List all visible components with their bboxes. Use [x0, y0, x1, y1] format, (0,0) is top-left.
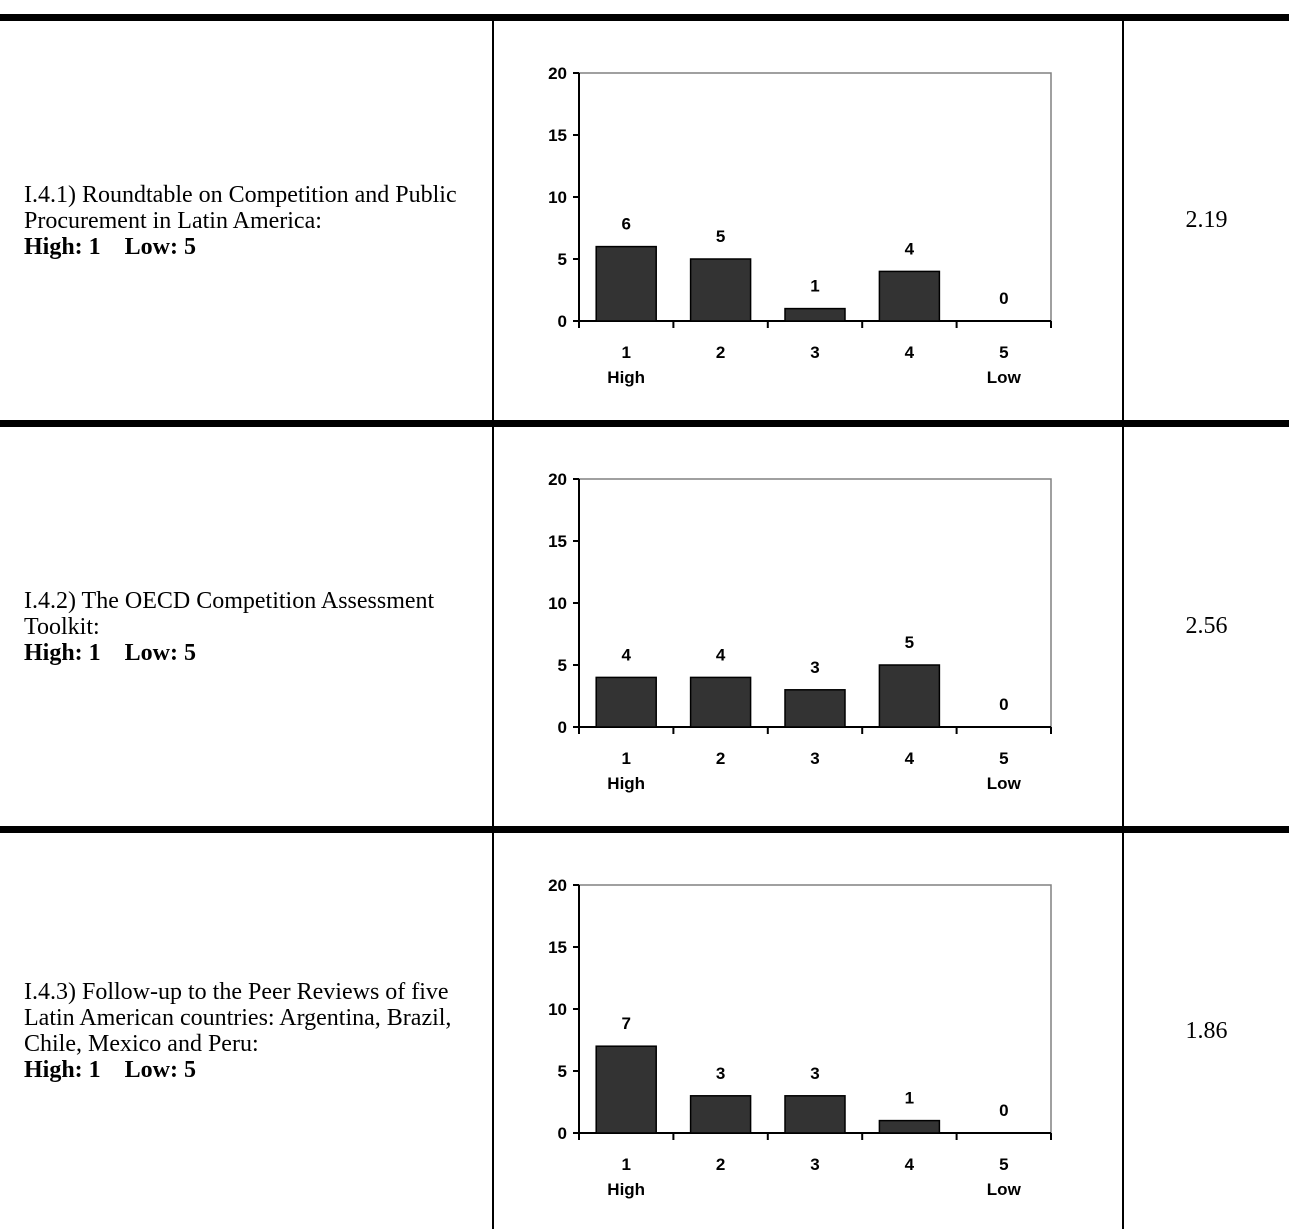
x-tick-sublabel: High — [607, 368, 645, 387]
rating-bar-chart: 0 5 10 15 20 6 1 High 5 2 1 3 4 4 0 5 Low — [548, 64, 1052, 387]
data-label: 4 — [716, 645, 726, 664]
bar — [878, 664, 941, 728]
data-label: 4 — [905, 239, 915, 258]
data-label: 1 — [810, 277, 819, 296]
data-label: 6 — [621, 215, 630, 234]
data-label: 0 — [999, 695, 1008, 714]
y-tick-label: 10 — [548, 1000, 567, 1019]
bar — [784, 689, 846, 728]
scale-legend: High: 1 Low: 5 — [24, 639, 197, 666]
item-title: I.4.1) Roundtable on Competition and Pub… — [24, 181, 457, 234]
data-label: 3 — [810, 1064, 819, 1083]
plot-frame — [579, 72, 1052, 321]
item-title: I.4.3) Follow-up to the Peer Reviews of … — [24, 979, 452, 1057]
item-title: I.4.2) The OECD Competition Assessment T… — [24, 587, 435, 640]
y-tick-label: 5 — [558, 1062, 567, 1081]
data-label: 0 — [999, 1101, 1008, 1120]
x-tick-label: 2 — [716, 343, 725, 362]
y-tick-label: 15 — [548, 126, 567, 145]
data-label: 5 — [905, 633, 914, 652]
y-tick-label: 20 — [548, 64, 567, 83]
data-label: 1 — [905, 1089, 914, 1108]
bar — [689, 1095, 752, 1134]
y-tick-label: 0 — [558, 718, 567, 737]
x-tick-sublabel: Low — [987, 1180, 1022, 1199]
x-tick-label: 4 — [905, 1155, 915, 1174]
y-tick-label: 0 — [558, 312, 567, 331]
x-tick-sublabel: Low — [987, 774, 1022, 793]
scale-legend: High: 1 Low: 5 — [24, 1057, 197, 1083]
table-column-rule — [492, 21, 494, 1229]
item-description: I.4.1) Roundtable on Competition and Pub… — [24, 21, 484, 420]
table-top-rule — [0, 14, 1289, 21]
x-tick-label: 1 — [621, 1155, 630, 1174]
x-tick-label: 4 — [905, 343, 915, 362]
data-label: 3 — [716, 1064, 725, 1083]
bar — [878, 1119, 941, 1134]
rating-bar-chart: 0 5 10 15 20 4 1 High 4 2 3 3 5 4 0 5 Low — [548, 470, 1052, 793]
plot-frame — [579, 884, 1052, 1133]
y-tick-label: 5 — [558, 250, 567, 269]
x-tick-label: 5 — [999, 1155, 1008, 1174]
x-tick-label: 3 — [810, 343, 819, 362]
x-tick-sublabel: Low — [987, 368, 1022, 387]
x-tick-label: 3 — [810, 1155, 819, 1174]
bar — [595, 245, 657, 322]
table-column-rule — [1122, 21, 1124, 1229]
bar — [595, 676, 657, 728]
y-tick-label: 15 — [548, 938, 567, 957]
item-description: I.4.2) The OECD Competition Assessment T… — [24, 427, 484, 826]
bar — [784, 307, 846, 322]
y-tick-label: 10 — [548, 188, 567, 207]
average-score: 2.56 — [1185, 613, 1228, 639]
table-row-rule — [0, 826, 1289, 833]
average-score: 2.19 — [1185, 207, 1228, 233]
data-label: 3 — [810, 658, 819, 677]
x-tick-label: 4 — [905, 749, 915, 768]
item-description: I.4.3) Follow-up to the Peer Reviews of … — [24, 833, 484, 1229]
y-tick-label: 20 — [548, 470, 567, 489]
x-tick-label: 3 — [810, 749, 819, 768]
y-tick-label: 5 — [558, 656, 567, 675]
x-tick-sublabel: High — [607, 1180, 645, 1199]
bar — [689, 676, 752, 728]
scale-legend: High: 1 Low: 5 — [24, 233, 197, 260]
bar — [878, 270, 941, 322]
x-tick-label: 2 — [716, 749, 725, 768]
table-row: I.4.2) The OECD Competition Assessment T… — [0, 427, 1289, 826]
data-label: 4 — [621, 645, 631, 664]
y-tick-label: 10 — [548, 594, 567, 613]
x-tick-label: 5 — [999, 749, 1008, 768]
plot-frame — [579, 478, 1052, 727]
table-row-rule — [0, 420, 1289, 427]
bar — [689, 258, 752, 322]
average-score: 1.86 — [1185, 1017, 1228, 1044]
x-tick-label: 1 — [621, 343, 630, 362]
data-label: 7 — [621, 1014, 630, 1033]
table-row: I.4.3) Follow-up to the Peer Reviews of … — [0, 833, 1289, 1229]
y-tick-label: 0 — [558, 1124, 567, 1143]
rating-bar-chart: 0 5 10 15 20 7 1 High 3 2 3 3 1 4 0 5 Low — [548, 876, 1052, 1199]
y-tick-label: 20 — [548, 876, 567, 895]
data-label: 5 — [716, 227, 725, 246]
bar — [784, 1095, 846, 1134]
table-row: I.4.1) Roundtable on Competition and Pub… — [0, 21, 1289, 420]
x-tick-label: 2 — [716, 1155, 725, 1174]
bar — [595, 1045, 657, 1134]
data-label: 0 — [999, 289, 1008, 308]
y-tick-label: 15 — [548, 532, 567, 551]
x-tick-sublabel: High — [607, 774, 645, 793]
x-tick-label: 5 — [999, 343, 1008, 362]
x-tick-label: 1 — [621, 749, 630, 768]
